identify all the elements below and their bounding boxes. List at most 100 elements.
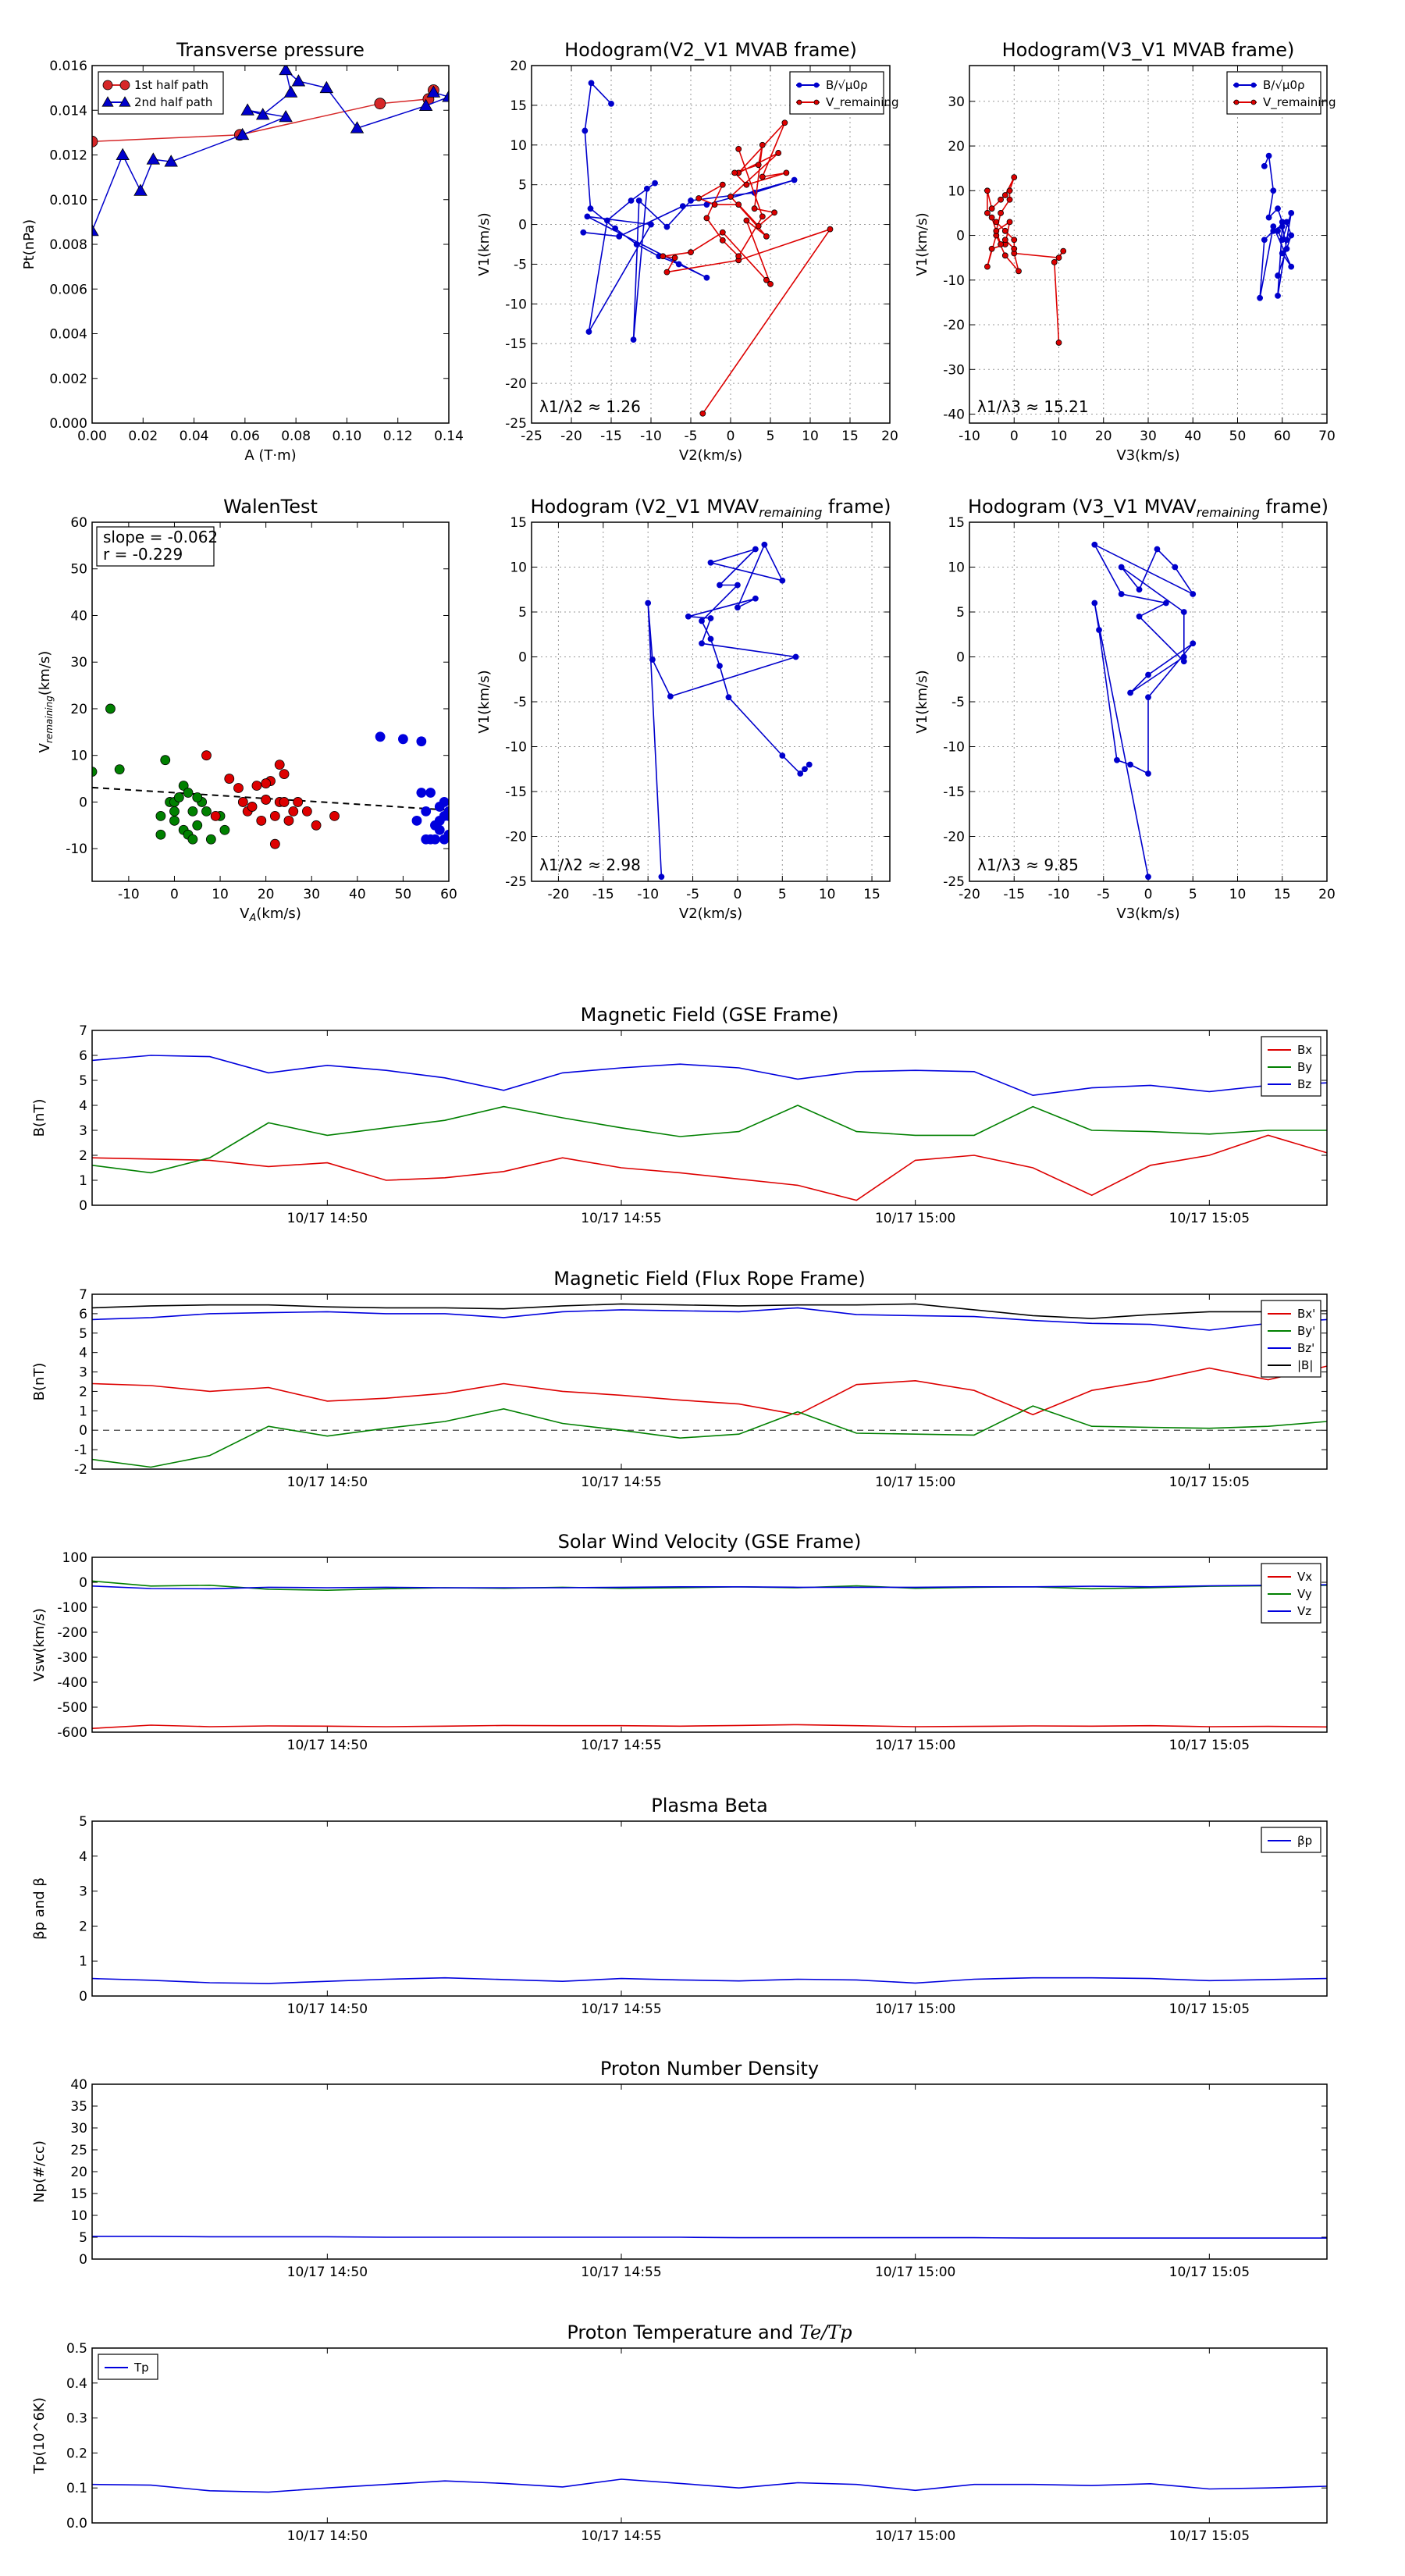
data-point [1283, 237, 1290, 244]
x-tick-label: -15 [600, 429, 622, 444]
data-point [169, 815, 180, 826]
x-tick-label: 70 [1318, 429, 1336, 444]
y-tick-label: 0.1 [66, 2481, 87, 2496]
data-point [755, 222, 762, 229]
legend: B/√μ0ρ V_remaining [1226, 71, 1336, 115]
data-point [587, 205, 594, 212]
data-point [752, 595, 759, 602]
data-point [679, 203, 686, 210]
x-tick-label: 15 [863, 887, 880, 902]
x-tick-label: 50 [395, 887, 412, 902]
y-axis-label: βp and β [31, 1877, 48, 1940]
x-tick-label: 10/17 14:55 [581, 2528, 661, 2544]
y-tick-label: -200 [57, 1625, 87, 1641]
x-tick-label: 10/17 14:50 [287, 1211, 368, 1226]
data-point [1145, 873, 1151, 881]
data-point [261, 778, 272, 788]
data-point [688, 197, 694, 204]
x-tick-label: 10/17 14:55 [581, 1475, 661, 1490]
legend-label: B/√μ0ρ [826, 78, 868, 92]
x-tick-label: 10/17 14:50 [287, 1475, 368, 1490]
data-point [588, 80, 595, 87]
y-axis-label: V1(km/s) [914, 212, 930, 276]
data-marker-triangle [350, 121, 365, 133]
y-tick-label: 7 [79, 1023, 87, 1039]
data-point [1275, 292, 1281, 299]
series-line [92, 1580, 1327, 1592]
series-vx [92, 1724, 1327, 1729]
data-point [699, 410, 706, 417]
x-tick-label: 0.10 [332, 429, 361, 444]
data-point [201, 806, 212, 817]
data-point [155, 810, 166, 821]
x-tick-label: 15 [1274, 887, 1291, 902]
series-line [92, 1365, 1327, 1416]
data-point [735, 201, 742, 208]
y-tick-label: 0.3 [66, 2411, 87, 2427]
x-tick-label: 10 [819, 887, 836, 902]
y-tick-label: 4 [79, 1346, 87, 1361]
data-point [783, 169, 790, 176]
data-point [1006, 196, 1013, 203]
x-tick-label: 10/17 14:55 [581, 2265, 661, 2280]
y-axis-label: B(nT) [31, 1099, 48, 1137]
series-line [92, 1584, 1327, 1590]
data-point [1250, 82, 1257, 88]
data-point [192, 792, 203, 802]
x-tick-label: 10 [1229, 887, 1247, 902]
x-tick-label: -20 [959, 887, 980, 902]
data-point [434, 824, 445, 835]
data-point [797, 770, 804, 777]
y-tick-label: 50 [70, 562, 87, 578]
data-point [998, 196, 1004, 203]
data-point [288, 806, 299, 817]
x-tick-label: -10 [1048, 887, 1070, 902]
data-point [1096, 627, 1102, 633]
series--b- [92, 1303, 1327, 1319]
x-axis-label: V3(km/s) [1116, 447, 1179, 464]
x-axis-label: VA(km/s) [240, 906, 301, 924]
data-point [187, 834, 198, 845]
y-tick-label: 20 [948, 139, 965, 155]
data-point [1190, 591, 1197, 597]
x-tick-label: 10/17 15:05 [1169, 2528, 1250, 2544]
series-0 [645, 541, 813, 881]
data-marker-triangle [146, 152, 161, 165]
x-tick-label: 10 [212, 887, 229, 902]
data-point [92, 135, 98, 148]
y-tick-label: 1 [79, 1954, 87, 1969]
x-tick-label: 0 [170, 887, 179, 902]
y-tick-label: 0 [79, 795, 87, 810]
data-point [416, 736, 427, 747]
label-part: (km/s) [256, 906, 301, 922]
x-tick-label: -10 [959, 429, 980, 444]
series-0 [92, 2236, 1327, 2239]
x-tick-label: 10/17 14:50 [287, 2265, 368, 2280]
data-point [1055, 340, 1062, 346]
y-tick-label: -5 [514, 257, 527, 272]
title-part: frame) [1260, 496, 1329, 518]
annotation-text: slope = -0.062 [103, 528, 218, 546]
plot-area [92, 1055, 1327, 1201]
data-point [988, 245, 995, 252]
x-tick-label: 10/17 15:05 [1169, 1738, 1250, 1753]
y-tick-label: -25 [505, 874, 527, 890]
data-point [796, 82, 802, 88]
data-marker-triangle [92, 223, 99, 237]
data-point [421, 834, 432, 845]
x-tick-label: 0.06 [230, 429, 260, 444]
legend: B/√μ0ρ V_remaining [789, 71, 899, 115]
data-point [671, 254, 678, 262]
x-tick-label: 30 [303, 887, 320, 902]
y-axis-label: Np(#/cc) [31, 2140, 48, 2203]
y-axis-label: V1(km/s) [476, 212, 493, 276]
data-point [652, 180, 658, 187]
series-v-remaining [984, 174, 1067, 346]
data-point [779, 577, 786, 584]
data-point [1265, 214, 1272, 221]
x-tick-label: 10/17 15:05 [1169, 2001, 1250, 2017]
y-tick-label: 15 [948, 515, 965, 531]
y-tick-label: -1 [74, 1443, 87, 1458]
legend-label: Vx [1297, 1570, 1312, 1584]
y-tick-label: 20 [510, 59, 527, 74]
